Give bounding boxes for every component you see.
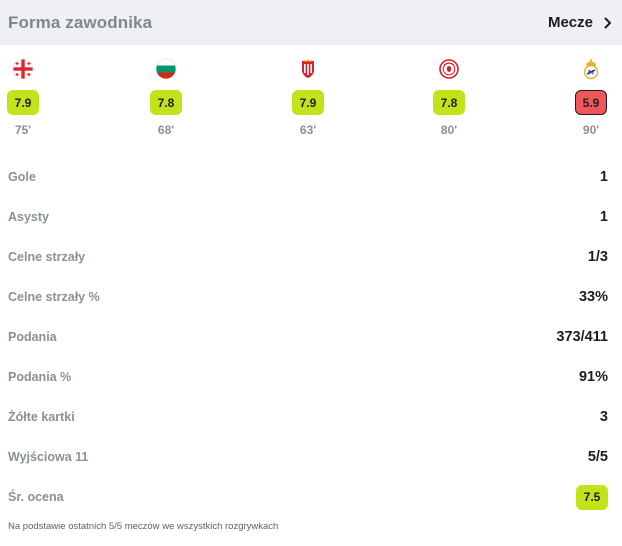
match-rating: 5.9: [575, 90, 607, 115]
stat-value: 1: [599, 169, 608, 185]
stat-label: Podania: [8, 330, 57, 344]
stat-value: 373/411: [556, 329, 608, 345]
real-madrid-crest-icon: M: [583, 59, 599, 80]
stat-value: 91%: [578, 369, 608, 385]
stat-row-average-rating: Śr. ocena 7.5: [0, 477, 622, 517]
stat-row-goals: Gole 1: [0, 157, 622, 197]
stat-label: Celne strzały: [8, 250, 86, 264]
average-rating-badge: 7.5: [576, 484, 608, 510]
stat-label: Gole: [8, 170, 36, 184]
stat-value: 3: [599, 409, 608, 425]
minutes-played: 68': [157, 123, 175, 137]
match-item[interactable]: 7.9 75': [0, 58, 53, 137]
stat-row-starting-eleven: Wyjściowa 11 5/5: [0, 437, 622, 477]
stat-row-shots-on-target-pct: Celne strzały % 33%: [0, 277, 622, 317]
stat-value: 33%: [578, 289, 608, 305]
stat-label: Wyjściowa 11: [8, 450, 89, 464]
match-rating: 7.9: [7, 90, 39, 115]
stat-label: Żółte kartki: [8, 410, 75, 424]
match-rating: 7.8: [150, 90, 182, 115]
section-header: Forma zawodnika Mecze: [0, 0, 622, 45]
matches-link[interactable]: Mecze: [548, 14, 614, 31]
svg-text:M: M: [588, 70, 594, 77]
match-item[interactable]: M 5.9 90': [561, 58, 621, 137]
minutes-played: 75': [14, 123, 32, 137]
minutes-played: 90': [582, 123, 600, 137]
match-item[interactable]: 7.8 80': [419, 58, 479, 137]
girona-crest-icon: [302, 59, 314, 78]
footnote: Na podstawie ostatnich 5/5 meczów we wsz…: [8, 521, 279, 532]
stat-label: Asysty: [8, 210, 49, 224]
stat-label: Śr. ocena: [8, 490, 64, 504]
stat-row-passes: Podania 373/411: [0, 317, 622, 357]
match-rating: 7.8: [433, 90, 465, 115]
chevron-right-icon: [604, 17, 611, 28]
match-item[interactable]: 7.9 63': [278, 58, 338, 137]
stat-label: Podania %: [8, 370, 72, 384]
matches-link-label: Mecze: [547, 14, 593, 31]
match-rating: 7.9: [292, 90, 324, 115]
recent-matches: 7.9 75' 7.8 68' 7.9 63': [0, 58, 622, 148]
stat-row-assists: Asysty 1: [0, 197, 622, 237]
stat-row-shots-on-target: Celne strzały 1/3: [0, 237, 622, 277]
stat-value: 1/3: [587, 249, 608, 265]
stat-value: 5/5: [587, 449, 608, 465]
minutes-played: 63': [299, 123, 317, 137]
stat-value: 1: [599, 209, 608, 225]
minutes-played: 80': [440, 123, 458, 137]
georgia-flag-icon: [12, 58, 34, 80]
match-item[interactable]: 7.8 68': [136, 58, 196, 137]
olympiacos-crest-icon: [439, 59, 459, 79]
section-title: Forma zawodnika: [8, 12, 153, 32]
stat-row-passes-pct: Podania % 91%: [0, 357, 622, 397]
bulgaria-flag-icon: [155, 58, 177, 80]
stat-label: Celne strzały %: [8, 290, 100, 304]
stat-row-yellow-cards: Żółte kartki 3: [0, 397, 622, 437]
